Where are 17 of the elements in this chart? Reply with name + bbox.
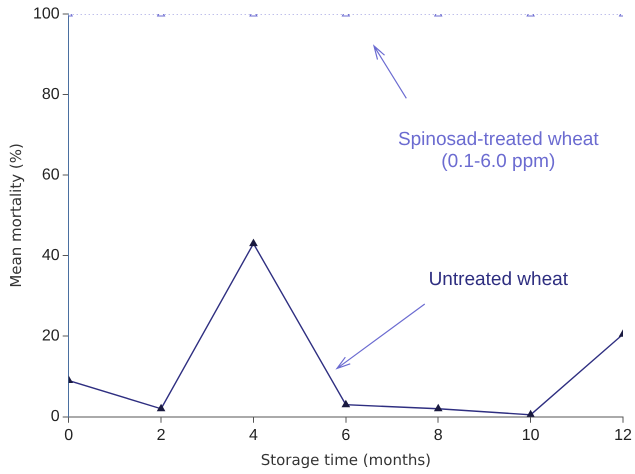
x-tick-label: 2	[156, 426, 166, 444]
y-tick-label: 40	[42, 247, 60, 264]
y-tick-label: 60	[42, 166, 60, 184]
y-tick-label: 80	[42, 86, 60, 103]
text: Untreated wheat	[428, 269, 569, 290]
y-tick-label: 20	[42, 328, 60, 345]
y-axis-title: Mean mortality (%)	[6, 143, 25, 288]
x-axis-title: Storage time (months)	[260, 450, 432, 469]
y-tick-label: 100	[32, 5, 60, 22]
y-tick-label: 0	[50, 408, 60, 426]
x-tick-label: 8	[434, 426, 443, 444]
x-tick-label: 6	[341, 426, 350, 444]
x-tick-label: 12	[614, 426, 632, 444]
x-tick-label: 0	[64, 426, 74, 444]
text: Spinosad-treated wheat (0.1-6.0 ppm)	[398, 129, 600, 172]
x-tick-label: 4	[249, 426, 258, 444]
x-tick-label: 10	[522, 426, 540, 444]
